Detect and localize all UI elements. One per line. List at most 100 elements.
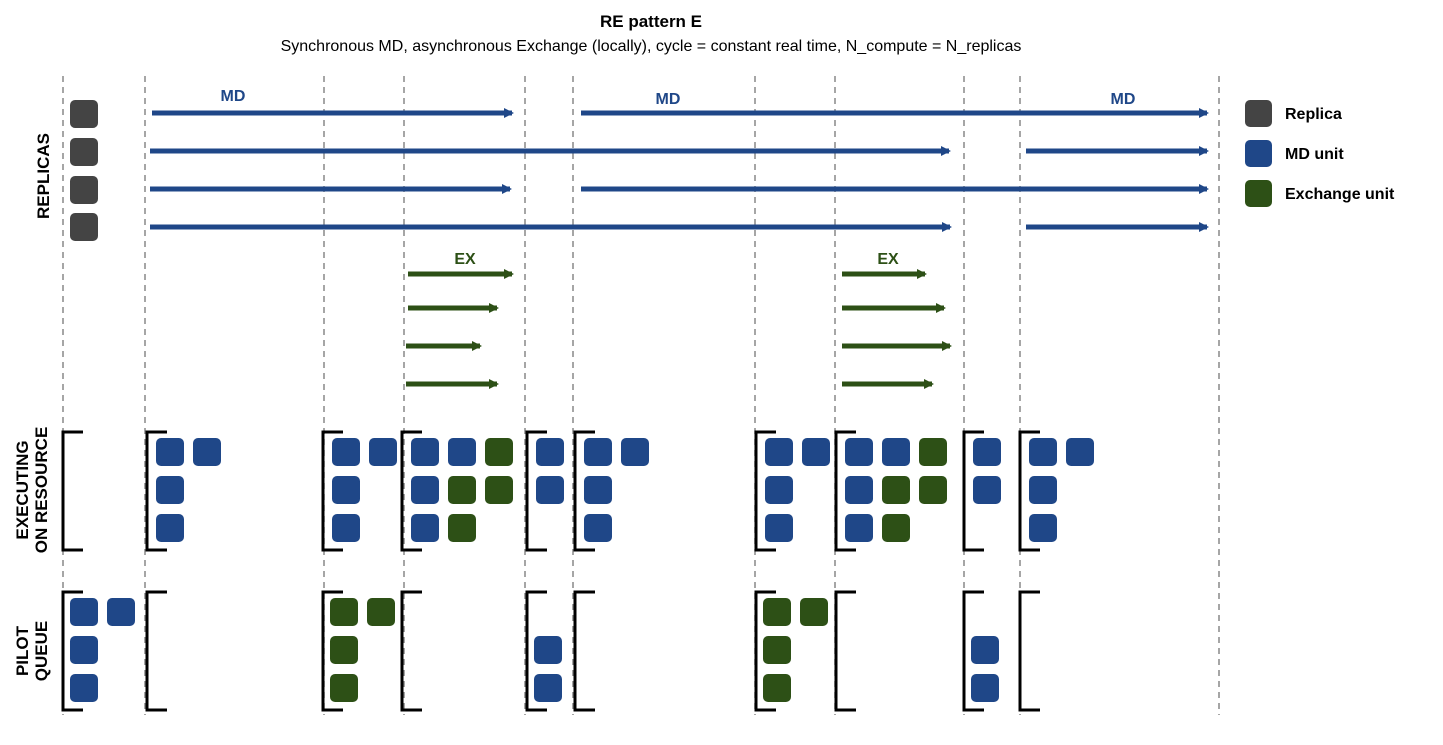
md-label-2: MD	[656, 91, 681, 108]
md-unit-block	[411, 476, 439, 504]
legend-replica-label: Replica	[1285, 106, 1342, 123]
time-dividers	[62, 76, 1220, 715]
bracket	[321, 590, 343, 712]
section-label-queue-line1: PILOT	[13, 625, 32, 676]
md-unit-block	[845, 476, 873, 504]
legend: Replica MD unit Exchange unit	[1245, 100, 1395, 207]
replica-square	[70, 138, 98, 166]
bracket	[525, 430, 547, 552]
md-unit-block	[973, 438, 1001, 466]
bracket	[321, 430, 343, 552]
exchange-unit-block	[330, 598, 358, 626]
bracket	[400, 590, 422, 712]
md-unit-block	[973, 476, 1001, 504]
section-label-executing-line1: EXECUTING	[13, 440, 32, 539]
bracket	[145, 590, 167, 712]
replica-squares	[70, 100, 98, 241]
md-unit-block	[802, 438, 830, 466]
md-unit-block	[765, 438, 793, 466]
md-unit-block	[156, 476, 184, 504]
exchange-unit-block	[330, 636, 358, 664]
replica-square	[70, 100, 98, 128]
exchange-unit-block	[763, 674, 791, 702]
md-unit-block	[534, 636, 562, 664]
exchange-unit-block	[882, 514, 910, 542]
replica-square	[70, 176, 98, 204]
md-unit-block	[332, 476, 360, 504]
exchange-unit-block	[763, 636, 791, 664]
md-arrows	[150, 108, 1209, 232]
bracket	[573, 590, 595, 712]
legend-md-label: MD unit	[1285, 146, 1344, 163]
md-unit-block	[536, 438, 564, 466]
replica-square	[70, 213, 98, 241]
bracket	[61, 590, 83, 712]
md-label-3: MD	[1111, 91, 1136, 108]
bracket	[525, 590, 547, 712]
ex-arrows	[406, 269, 952, 389]
md-unit-block	[584, 438, 612, 466]
bracket	[400, 430, 422, 552]
md-unit-block	[1029, 514, 1057, 542]
md-unit-block	[156, 514, 184, 542]
md-unit-block	[332, 438, 360, 466]
md-unit-block	[70, 598, 98, 626]
section-label-queue-line2: QUEUE	[32, 621, 51, 681]
md-unit-block	[845, 514, 873, 542]
exchange-unit-block	[919, 476, 947, 504]
legend-md-swatch	[1245, 140, 1272, 167]
md-unit-block	[765, 514, 793, 542]
md-unit-block	[584, 476, 612, 504]
md-unit-block	[971, 636, 999, 664]
legend-exchange-swatch	[1245, 180, 1272, 207]
legend-replica-swatch	[1245, 100, 1272, 127]
md-unit-block	[971, 674, 999, 702]
md-label-1: MD	[221, 88, 246, 105]
md-unit-block	[448, 438, 476, 466]
bracket	[834, 430, 856, 552]
bracket	[145, 430, 167, 552]
section-label-replicas: REPLICAS	[34, 133, 53, 219]
exchange-unit-block	[448, 514, 476, 542]
md-unit-block	[1029, 438, 1057, 466]
md-unit-block	[845, 438, 873, 466]
md-unit-block	[411, 514, 439, 542]
exchange-unit-block	[330, 674, 358, 702]
exchange-unit-block	[763, 598, 791, 626]
md-unit-block	[70, 674, 98, 702]
bracket	[754, 590, 776, 712]
exchange-unit-block	[367, 598, 395, 626]
md-unit-block	[882, 438, 910, 466]
md-unit-block	[1066, 438, 1094, 466]
md-unit-block	[107, 598, 135, 626]
executing-on-resource-lane	[61, 430, 1094, 552]
bracket	[754, 430, 776, 552]
bracket	[1018, 590, 1040, 712]
pilot-queue-lane	[61, 590, 1040, 712]
diagram-title: RE pattern E	[600, 12, 702, 31]
exchange-unit-block	[919, 438, 947, 466]
bracket	[834, 590, 856, 712]
exchange-unit-block	[485, 476, 513, 504]
md-unit-block	[411, 438, 439, 466]
exchange-unit-block	[485, 438, 513, 466]
md-unit-block	[156, 438, 184, 466]
bracket	[962, 430, 984, 552]
bracket	[573, 430, 595, 552]
section-label-executing-line2: ON RESOURCE	[32, 427, 51, 554]
md-unit-block	[621, 438, 649, 466]
bracket	[1018, 430, 1040, 552]
md-unit-block	[536, 476, 564, 504]
diagram-subtitle: Synchronous MD, asynchronous Exchange (l…	[281, 38, 1022, 55]
md-unit-block	[369, 438, 397, 466]
md-unit-block	[584, 514, 612, 542]
md-unit-block	[1029, 476, 1057, 504]
ex-label-2: EX	[877, 251, 899, 268]
exchange-unit-block	[882, 476, 910, 504]
ex-label-1: EX	[454, 251, 476, 268]
md-unit-block	[534, 674, 562, 702]
exchange-unit-block	[800, 598, 828, 626]
bracket	[61, 430, 83, 552]
bracket	[962, 590, 984, 712]
